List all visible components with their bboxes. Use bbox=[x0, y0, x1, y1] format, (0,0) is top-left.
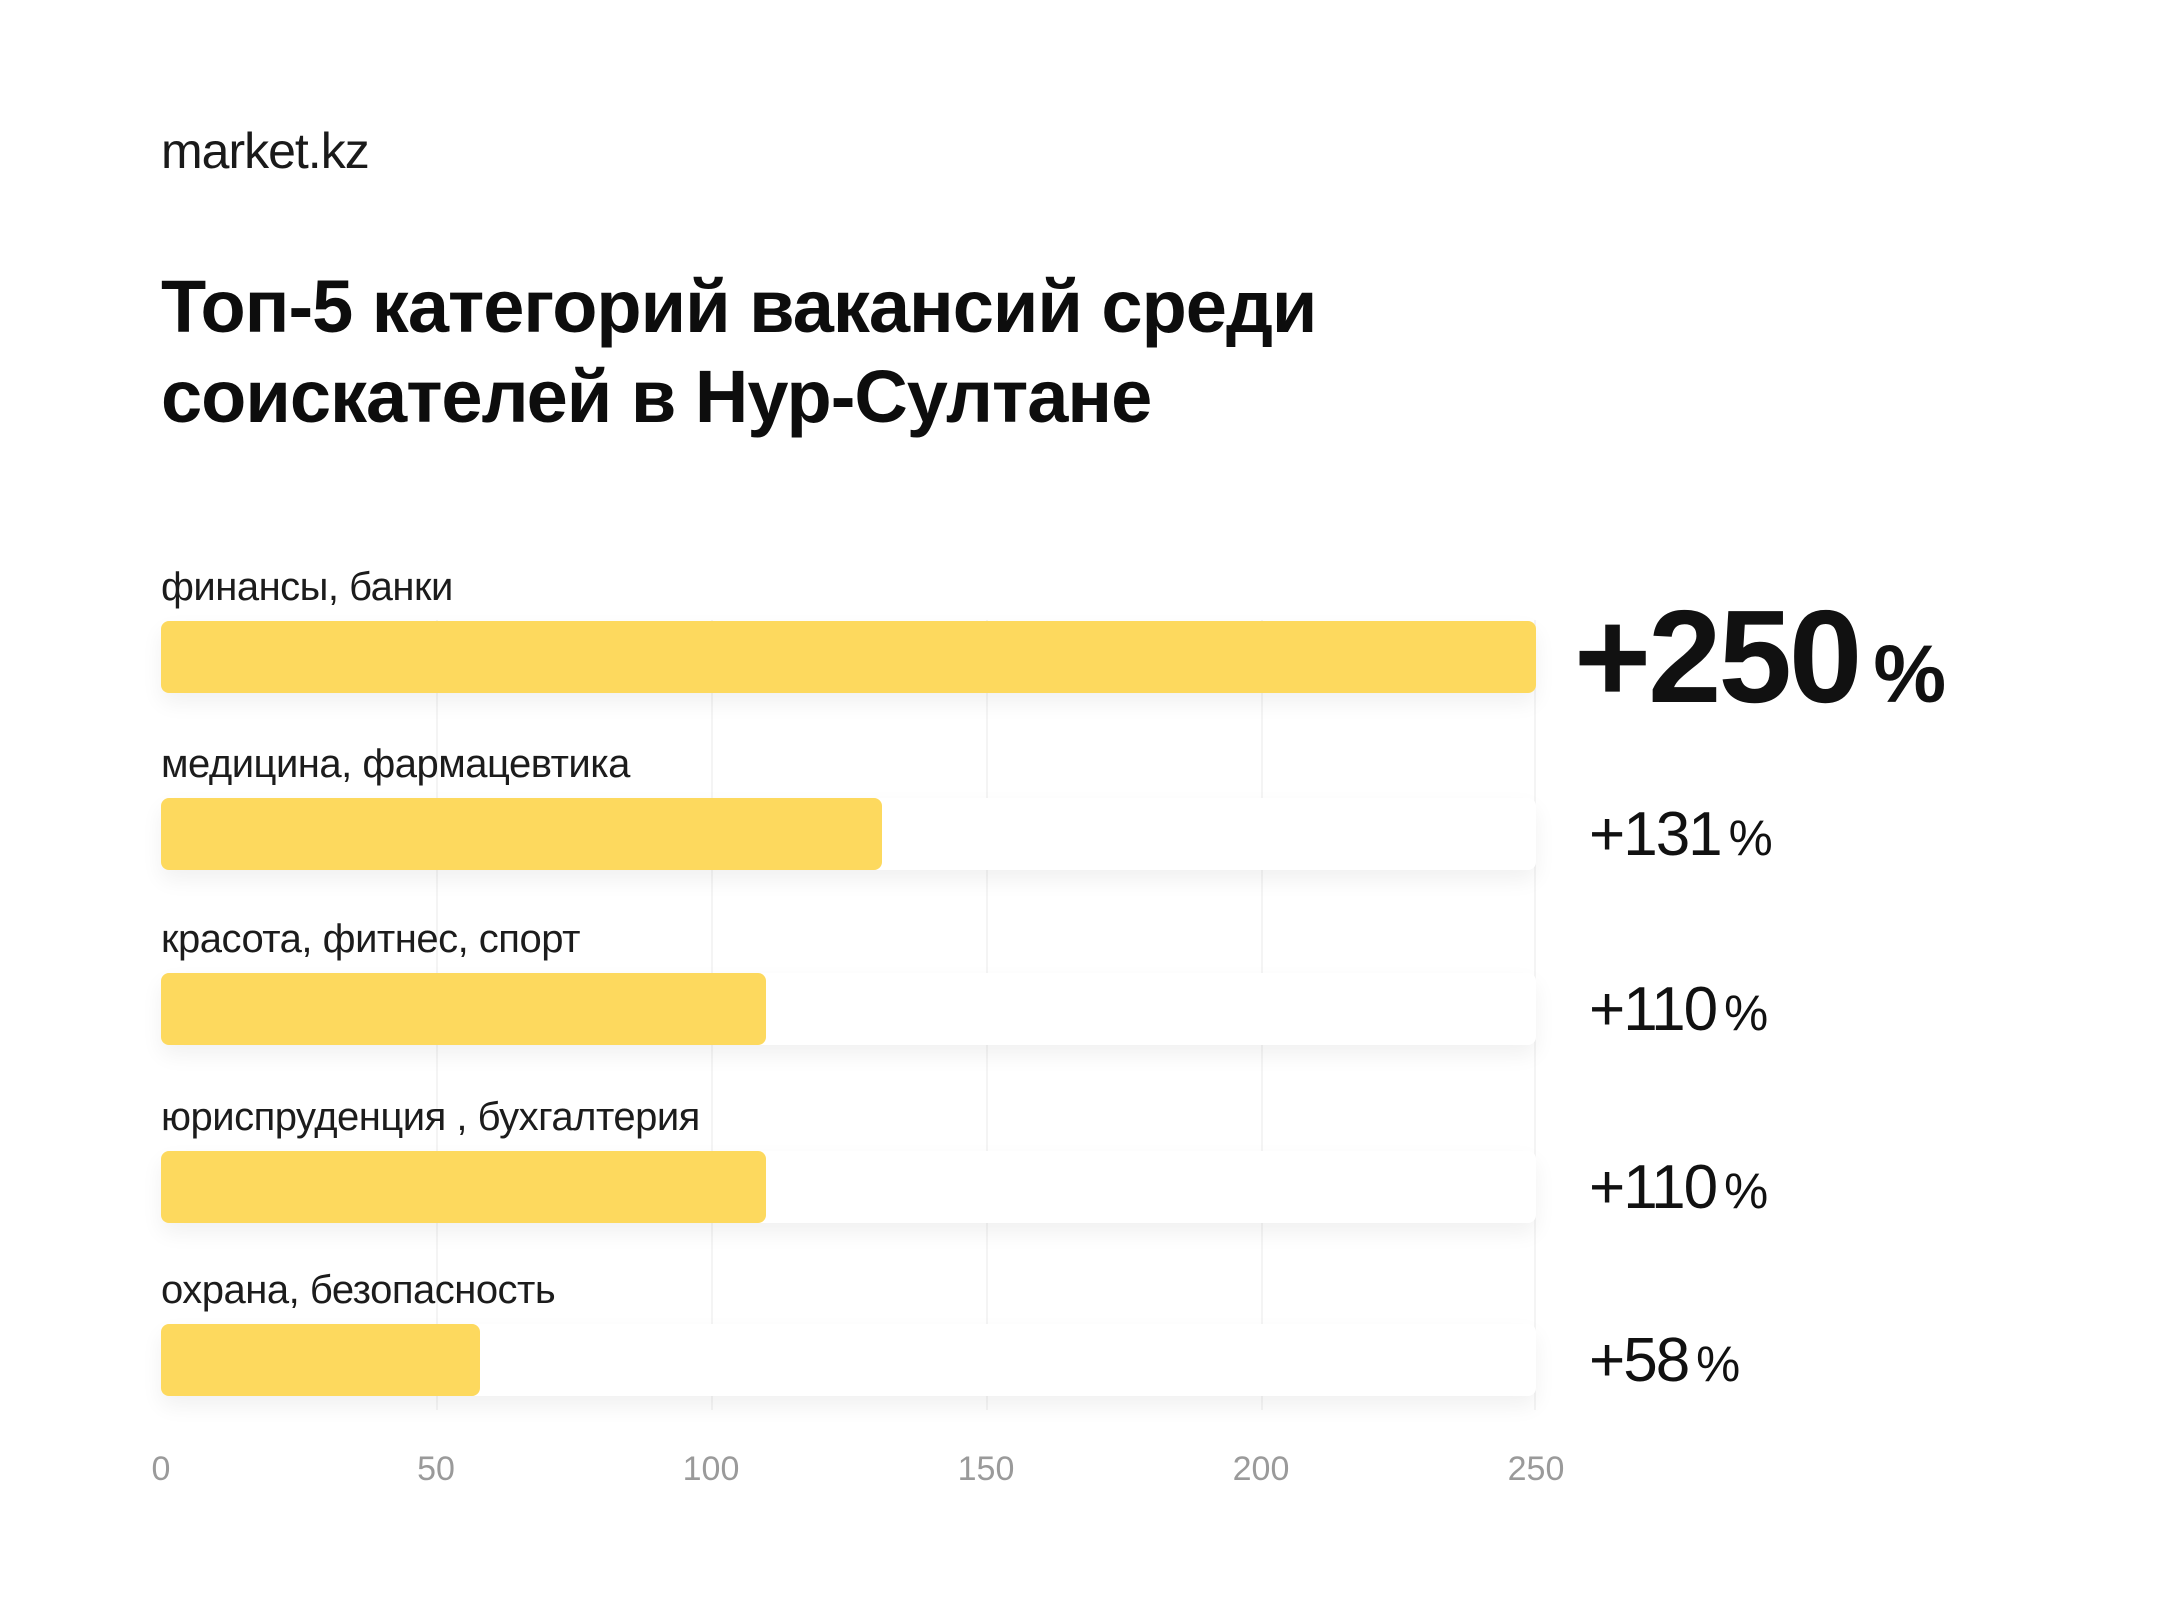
bar-track bbox=[161, 621, 1536, 693]
percent-sign: % bbox=[1724, 1163, 1768, 1219]
percent-sign: % bbox=[1728, 810, 1773, 866]
bar-track bbox=[161, 1151, 1536, 1223]
bar-fill bbox=[161, 1324, 480, 1396]
value-number: +58 bbox=[1589, 1326, 1690, 1395]
bar-value-label: +58% bbox=[1589, 1330, 1740, 1392]
bar-label: финансы, банки bbox=[161, 565, 453, 609]
bar-value-label: +110% bbox=[1589, 1157, 1768, 1219]
x-axis: 0 50 100 150 200 250 bbox=[152, 1450, 1565, 1500]
bar-label: юриспруденция , бухгалтерия bbox=[161, 1095, 700, 1139]
chart-title-line-1: Топ-5 категорий вакансий среди bbox=[161, 265, 1317, 348]
bar-fill bbox=[161, 621, 1536, 693]
chart-title: Топ-5 категорий вакансий среди соискател… bbox=[161, 262, 1317, 442]
x-tick-label: 100 bbox=[682, 1450, 740, 1488]
bar-label: охрана, безопасность bbox=[161, 1268, 556, 1312]
x-tick-label: 150 bbox=[957, 1450, 1015, 1488]
percent-sign: % bbox=[1873, 629, 1946, 720]
bar-track bbox=[161, 798, 1536, 870]
bar-track bbox=[161, 973, 1536, 1045]
percent-sign: % bbox=[1724, 985, 1768, 1041]
bar-track bbox=[161, 1324, 1536, 1396]
bar-value-label: +110% bbox=[1589, 979, 1768, 1041]
bar-label: медицина, фармацевтика bbox=[161, 742, 630, 786]
bar-fill bbox=[161, 1151, 766, 1223]
brand-logo-text: market.kz bbox=[161, 123, 370, 179]
value-number: +110 bbox=[1589, 1153, 1718, 1222]
x-tick-label: 200 bbox=[1232, 1450, 1290, 1488]
value-number: +110 bbox=[1589, 975, 1718, 1044]
x-tick-label: 50 bbox=[417, 1450, 455, 1488]
x-tick-label: 250 bbox=[1507, 1450, 1565, 1488]
bar-fill bbox=[161, 798, 882, 870]
value-number: +131 bbox=[1589, 800, 1723, 869]
value-number: +250 bbox=[1574, 583, 1862, 730]
x-tick-label: 0 bbox=[151, 1450, 171, 1488]
percent-sign: % bbox=[1696, 1336, 1740, 1392]
bar-value-label: +131% bbox=[1589, 804, 1773, 866]
chart-title-line-2: соискателей в Нур-Султане bbox=[161, 355, 1152, 438]
bar-fill bbox=[161, 973, 766, 1045]
bar-value-label: +250% bbox=[1574, 591, 1946, 723]
bar-label: красота, фитнес, спорт bbox=[161, 917, 580, 961]
